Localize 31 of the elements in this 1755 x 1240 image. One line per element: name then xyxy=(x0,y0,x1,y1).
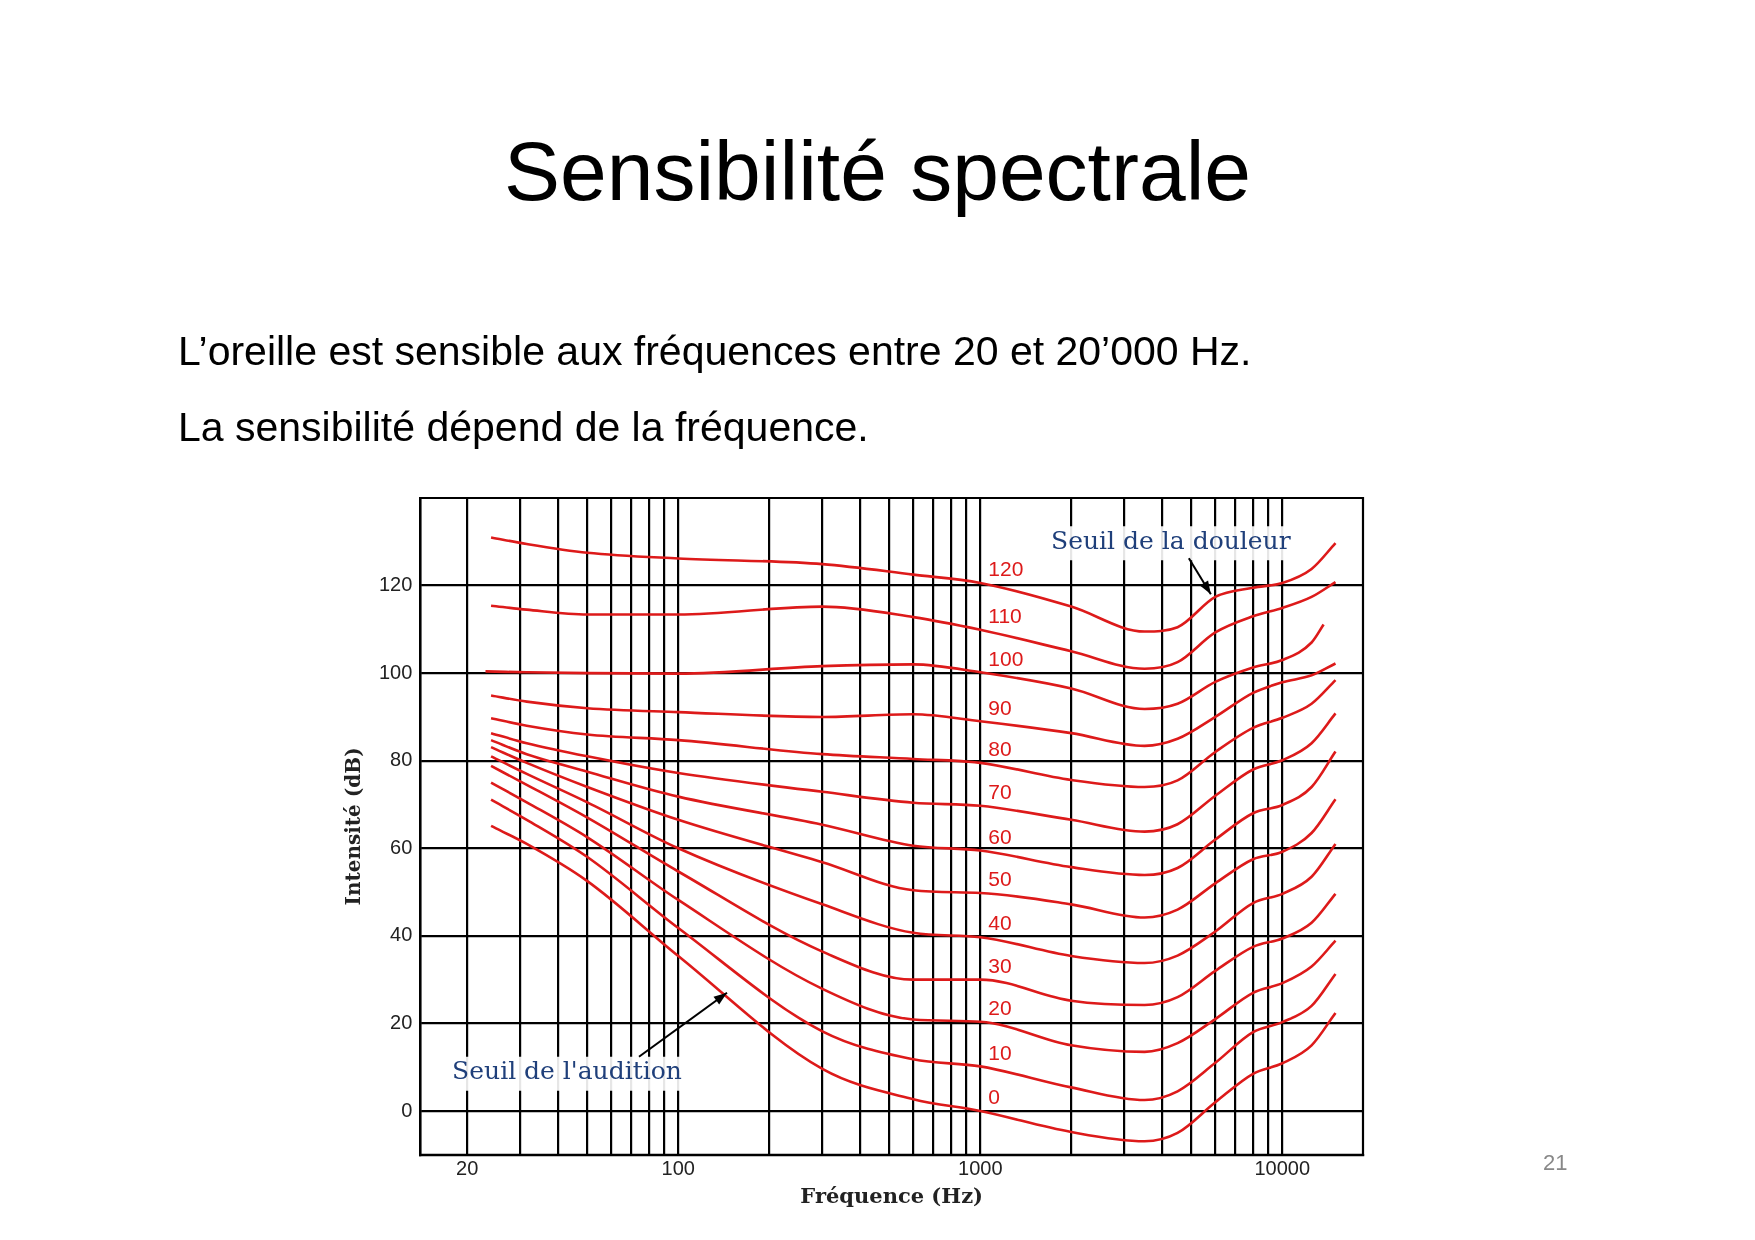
y-tick-label: 80 xyxy=(390,748,413,771)
series-label: 40 xyxy=(988,911,1012,935)
series-label: 120 xyxy=(988,557,1024,581)
x-tick-label: 100 xyxy=(661,1157,695,1180)
series-label: 60 xyxy=(988,824,1012,848)
annotation: Seuil de l'audition xyxy=(452,1056,682,1086)
y-tick-label: 60 xyxy=(390,835,413,858)
series-label: 10 xyxy=(988,1040,1012,1064)
y-tick-label: 120 xyxy=(378,573,413,596)
y-tick-label: 100 xyxy=(378,660,413,683)
series-label: 30 xyxy=(988,953,1012,977)
chart-title: Sensibilité spectrale xyxy=(502,123,1253,220)
series-label: 0 xyxy=(988,1085,1000,1109)
y-axis-title: Intensité (dB) xyxy=(341,747,366,906)
series-label: 90 xyxy=(988,695,1012,719)
x-tick-label: 10000 xyxy=(1254,1157,1311,1180)
series-label: 70 xyxy=(988,780,1012,804)
chart-subtitle: L’oreille est sensible aux fréquences entre 20 et 20’000 Hz. La sensibilité dépend de la fréquence. xyxy=(178,327,1252,452)
x-axis-title: Fréquence (Hz) xyxy=(800,1182,984,1208)
text: 21 xyxy=(1543,1150,1568,1176)
x-tick-label: 20 xyxy=(456,1157,479,1180)
annotation: Seuil de la douleur xyxy=(1051,525,1291,555)
y-tick-label: 20 xyxy=(390,1010,413,1033)
series-label: 80 xyxy=(988,737,1012,761)
x-tick-label: 1000 xyxy=(958,1157,1003,1180)
series-label: 20 xyxy=(988,995,1012,1019)
series-label: 100 xyxy=(988,646,1024,670)
series-label: 50 xyxy=(988,867,1012,891)
y-tick-label: 0 xyxy=(401,1098,413,1121)
series-label: 110 xyxy=(988,604,1022,628)
y-tick-label: 40 xyxy=(390,923,413,946)
